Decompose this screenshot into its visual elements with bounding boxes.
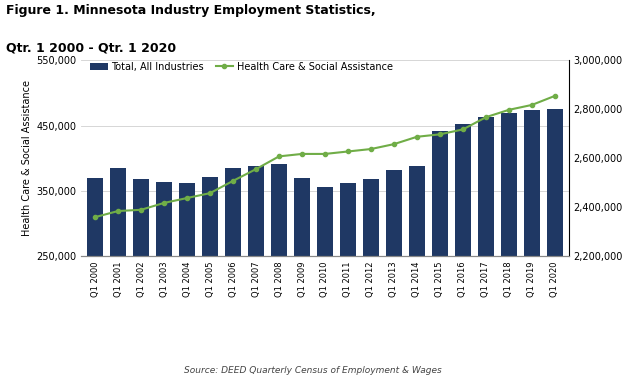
Health Care & Social Assistance (505, 107, 512, 112)
Health Care & Social Assistance (436, 132, 444, 136)
Bar (524, 110, 540, 377)
Health Care & Social Assistance (275, 154, 282, 159)
Health Care & Social Assistance (114, 209, 122, 213)
Bar (340, 182, 356, 377)
Bar (271, 164, 287, 377)
Health Care & Social Assistance (253, 167, 260, 172)
Bar (501, 113, 517, 377)
Bar (179, 183, 195, 377)
Health Care & Social Assistance (482, 115, 490, 120)
Bar (202, 177, 218, 377)
Bar (294, 178, 310, 377)
Bar (248, 166, 264, 377)
Health Care & Social Assistance (183, 196, 191, 200)
Bar (363, 179, 379, 377)
Health Care & Social Assistance (390, 142, 398, 146)
Bar (455, 124, 471, 377)
Health Care & Social Assistance (160, 201, 168, 205)
Y-axis label: Health Care & Social Assistance: Health Care & Social Assistance (22, 80, 32, 236)
Health Care & Social Assistance (459, 127, 467, 132)
Health Care & Social Assistance (298, 152, 306, 156)
Bar (87, 178, 103, 377)
Health Care & Social Assistance (528, 103, 536, 107)
Health Care & Social Assistance (413, 135, 421, 139)
Health Care & Social Assistance (91, 215, 99, 219)
Text: Source: DEED Quarterly Census of Employment & Wages: Source: DEED Quarterly Census of Employm… (184, 366, 441, 375)
Health Care & Social Assistance (551, 93, 559, 98)
Bar (156, 182, 172, 377)
Health Care & Social Assistance (229, 179, 237, 183)
Bar (409, 166, 425, 377)
Bar (317, 187, 333, 377)
Bar (432, 131, 448, 377)
Legend: Total, All Industries, Health Care & Social Assistance: Total, All Industries, Health Care & Soc… (86, 58, 397, 75)
Bar (478, 117, 494, 377)
Health Care & Social Assistance (206, 191, 214, 195)
Health Care & Social Assistance (138, 208, 145, 212)
Health Care & Social Assistance (321, 152, 329, 156)
Text: Figure 1. Minnesota Industry Employment Statistics,: Figure 1. Minnesota Industry Employment … (6, 4, 376, 17)
Health Care & Social Assistance (344, 149, 352, 154)
Bar (225, 168, 241, 377)
Health Care & Social Assistance (368, 147, 375, 151)
Text: Qtr. 1 2000 - Qtr. 1 2020: Qtr. 1 2000 - Qtr. 1 2020 (6, 41, 176, 54)
Bar (133, 179, 149, 377)
Bar (386, 170, 402, 377)
Line: Health Care & Social Assistance: Health Care & Social Assistance (93, 94, 557, 219)
Bar (547, 109, 563, 377)
Bar (110, 168, 126, 377)
